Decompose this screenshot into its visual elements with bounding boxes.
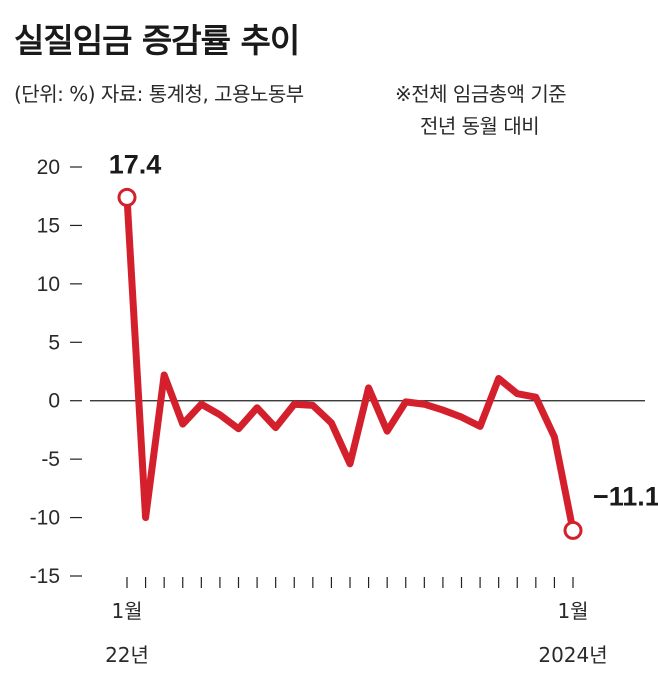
x-tick-label-year: 2024년 [538, 643, 607, 667]
basis-note: ※전체 임금총액 기준 [395, 82, 567, 106]
data-label: 17.4 [109, 149, 162, 179]
y-tick-label: -15 [30, 565, 60, 588]
x-tick-label-month: 1월 [557, 599, 588, 623]
y-tick-label: 5 [48, 331, 60, 354]
data-label: −11.1 [593, 481, 658, 511]
y-tick-label: -10 [30, 507, 60, 530]
comparison-note: 전년 동월 대비 [420, 114, 540, 138]
y-tick-label: 20 [37, 156, 60, 179]
y-tick-label: 0 [48, 390, 60, 413]
x-tick-label-year: 22년 [105, 643, 149, 667]
source-note: (단위: %) 자료: 통계청, 고용노동부 [14, 82, 304, 106]
x-tick-label-month: 1월 [111, 599, 142, 623]
data-point [563, 520, 583, 540]
data-point [117, 187, 137, 207]
y-tick-label: 10 [37, 273, 60, 296]
y-tick-label: 15 [37, 214, 60, 237]
series-line [123, 193, 577, 534]
y-tick-label: -5 [41, 448, 60, 471]
chart-title: 실질임금 증감률 추이 [14, 21, 300, 60]
